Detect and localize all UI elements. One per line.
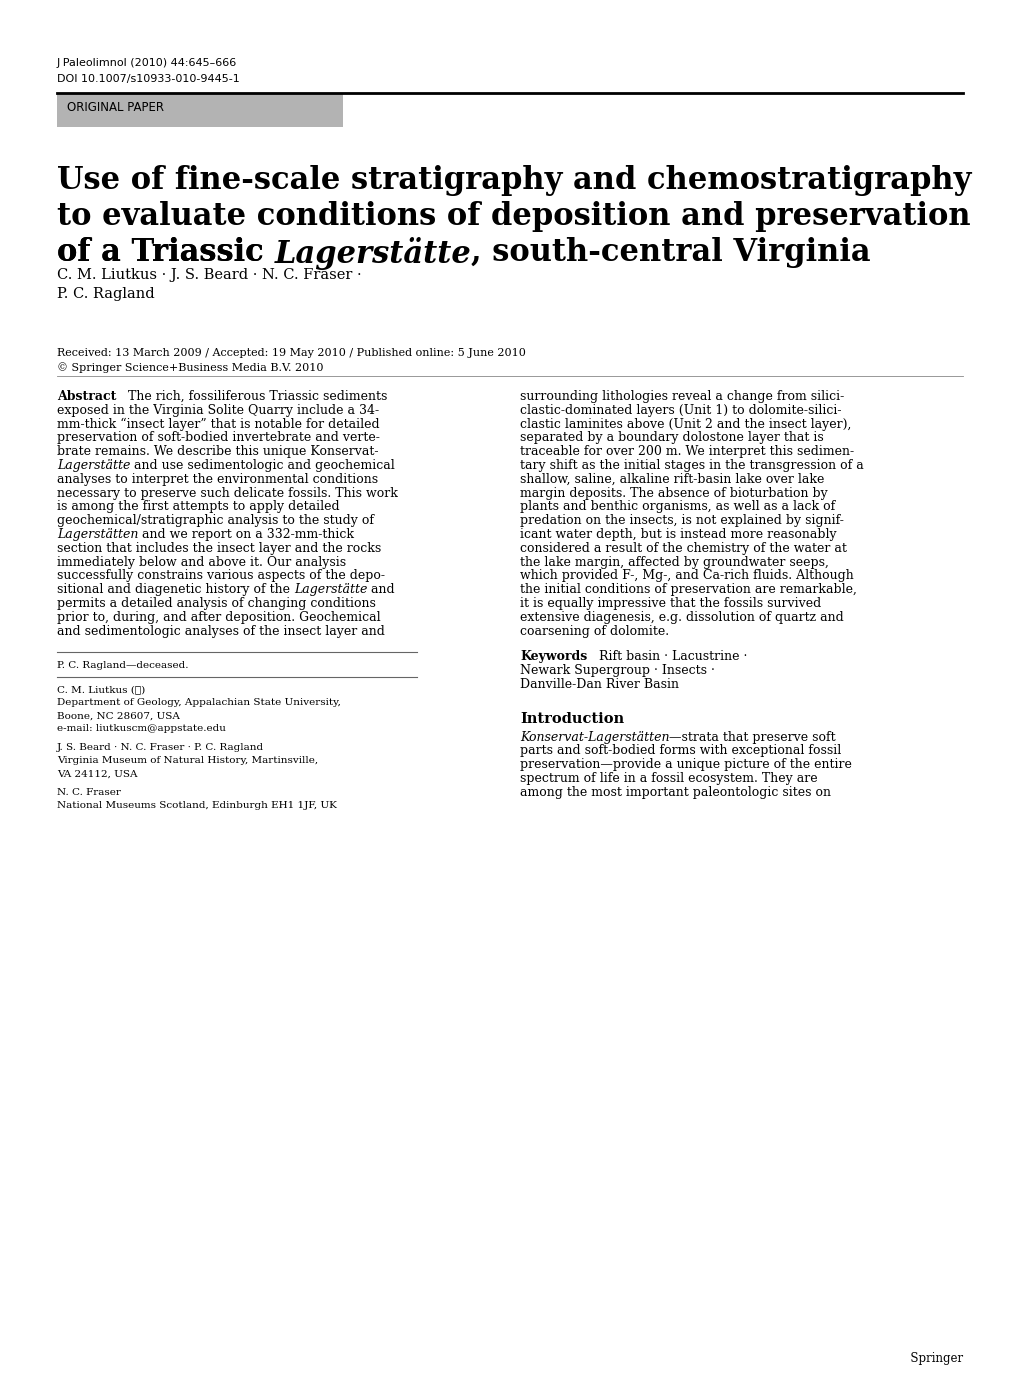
Text: immediately below and above it. Our analysis: immediately below and above it. Our anal…	[57, 555, 345, 569]
Text: clastic-dominated layers (Unit 1) to dolomite-silici-: clastic-dominated layers (Unit 1) to dol…	[520, 404, 841, 416]
Text: and use sedimentologic and geochemical: and use sedimentologic and geochemical	[130, 459, 394, 473]
Text: DOI 10.1007/s10933-010-9445-1: DOI 10.1007/s10933-010-9445-1	[57, 74, 239, 84]
Text: separated by a boundary dolostone layer that is: separated by a boundary dolostone layer …	[520, 431, 823, 444]
Text: Boone, NC 28607, USA: Boone, NC 28607, USA	[57, 712, 179, 720]
Text: exposed in the Virginia Solite Quarry include a 34-: exposed in the Virginia Solite Quarry in…	[57, 404, 379, 416]
Text: permits a detailed analysis of changing conditions: permits a detailed analysis of changing …	[57, 596, 376, 610]
Text: margin deposits. The absence of bioturbation by: margin deposits. The absence of bioturba…	[520, 486, 827, 500]
Text: Newark Supergroup · Insects ·: Newark Supergroup · Insects ·	[520, 664, 714, 677]
Text: of a Triassic: of a Triassic	[57, 236, 274, 268]
Text: analyses to interpret the environmental conditions: analyses to interpret the environmental …	[57, 473, 378, 486]
Text: e-mail: liutkuscm@appstate.edu: e-mail: liutkuscm@appstate.edu	[57, 724, 225, 734]
Text: traceable for over 200 m. We interpret this sedimen-: traceable for over 200 m. We interpret t…	[520, 445, 853, 458]
Text: National Museums Scotland, Edinburgh EH1 1JF, UK: National Museums Scotland, Edinburgh EH1…	[57, 801, 336, 811]
Text: Danville-Dan River Basin: Danville-Dan River Basin	[520, 677, 679, 691]
Text: sitional and diagenetic history of the: sitional and diagenetic history of the	[57, 583, 293, 596]
Text: C. M. Liutkus (✉): C. M. Liutkus (✉)	[57, 686, 145, 694]
Text: extensive diagenesis, e.g. dissolution of quartz and: extensive diagenesis, e.g. dissolution o…	[520, 611, 843, 624]
Text: parts and soft-bodied forms with exceptional fossil: parts and soft-bodied forms with excepti…	[520, 745, 841, 757]
Text: Lagerstätte: Lagerstätte	[274, 236, 471, 271]
Text: —strata that preserve soft: —strata that preserve soft	[668, 731, 836, 743]
Text: spectrum of life in a fossil ecosystem. They are: spectrum of life in a fossil ecosystem. …	[520, 772, 817, 785]
Text: shallow, saline, alkaline rift-basin lake over lake: shallow, saline, alkaline rift-basin lak…	[520, 473, 823, 486]
Text: brate remains. We describe this unique Konservat-: brate remains. We describe this unique K…	[57, 445, 378, 458]
Text: it is equally impressive that the fossils survived: it is equally impressive that the fossil…	[520, 596, 820, 610]
Text: surrounding lithologies reveal a change from silici-: surrounding lithologies reveal a change …	[520, 390, 844, 403]
Text: Virginia Museum of Natural History, Martinsville,: Virginia Museum of Natural History, Mart…	[57, 757, 318, 765]
Text: necessary to preserve such delicate fossils. This work: necessary to preserve such delicate foss…	[57, 486, 397, 500]
Text: to evaluate conditions of deposition and preservation: to evaluate conditions of deposition and…	[57, 201, 970, 232]
Text: among the most important paleontologic sites on: among the most important paleontologic s…	[520, 786, 830, 798]
Text: , south-central Virginia: , south-central Virginia	[471, 236, 870, 268]
Text: Lagerstätten: Lagerstätten	[57, 528, 139, 541]
Text: N. C. Fraser: N. C. Fraser	[57, 789, 121, 797]
Bar	[57, 93, 342, 126]
Text: and sedimentologic analyses of the insect layer and: and sedimentologic analyses of the insec…	[57, 625, 384, 638]
Text: successfully constrains various aspects of the depo-: successfully constrains various aspects …	[57, 569, 384, 583]
Text: Lagerstätte: Lagerstätte	[293, 583, 367, 596]
Text: ORIGINAL PAPER: ORIGINAL PAPER	[67, 102, 164, 114]
Text: prior to, during, and after deposition. Geochemical: prior to, during, and after deposition. …	[57, 611, 380, 624]
Text: J. S. Beard · N. C. Fraser · P. C. Ragland: J. S. Beard · N. C. Fraser · P. C. Ragla…	[57, 743, 264, 753]
Text: plants and benthic organisms, as well as a lack of: plants and benthic organisms, as well as…	[520, 500, 835, 514]
Text: Konservat-Lagerstätten: Konservat-Lagerstätten	[520, 731, 668, 743]
Text: Lagerstätte: Lagerstätte	[57, 459, 130, 473]
Text: section that includes the insect layer and the rocks: section that includes the insect layer a…	[57, 541, 381, 555]
Text: preservation—provide a unique picture of the entire: preservation—provide a unique picture of…	[520, 758, 851, 771]
Text: is among the first attempts to apply detailed: is among the first attempts to apply det…	[57, 500, 339, 514]
Text: geochemical/stratigraphic analysis to the study of: geochemical/stratigraphic analysis to th…	[57, 514, 374, 528]
Text: of a Triassic: of a Triassic	[57, 236, 274, 268]
Text: the lake margin, affected by groundwater seeps,: the lake margin, affected by groundwater…	[520, 555, 828, 569]
Text: which provided F-, Mg-, and Ca-rich fluids. Although: which provided F-, Mg-, and Ca-rich flui…	[520, 569, 853, 583]
Text: and we report on a 332-mm-thick: and we report on a 332-mm-thick	[139, 528, 354, 541]
Text: considered a result of the chemistry of the water at: considered a result of the chemistry of …	[520, 541, 846, 555]
Text: the initial conditions of preservation are remarkable,: the initial conditions of preservation a…	[520, 583, 856, 596]
Text: clastic laminites above (Unit 2 and the insect layer),: clastic laminites above (Unit 2 and the …	[520, 418, 851, 430]
Text: Department of Geology, Appalachian State University,: Department of Geology, Appalachian State…	[57, 698, 340, 708]
Text: predation on the insects, is not explained by signif-: predation on the insects, is not explain…	[520, 514, 843, 528]
Text: P. C. Ragland: P. C. Ragland	[57, 287, 155, 301]
Text: mm-thick “insect layer” that is notable for detailed: mm-thick “insect layer” that is notable …	[57, 418, 379, 431]
Text: and: and	[367, 583, 394, 596]
Text: Use of fine-scale stratigraphy and chemostratigraphy: Use of fine-scale stratigraphy and chemo…	[57, 165, 970, 196]
Text: Received: 13 March 2009 / Accepted: 19 May 2010 / Published online: 5 June 2010: Received: 13 March 2009 / Accepted: 19 M…	[57, 348, 526, 359]
Text: Introduction: Introduction	[520, 712, 624, 725]
Text: P. C. Ragland—deceased.: P. C. Ragland—deceased.	[57, 661, 189, 671]
Text: Keywords: Keywords	[520, 650, 587, 664]
Text: Springer: Springer	[907, 1352, 962, 1364]
Text: J Paleolimnol (2010) 44:645–666: J Paleolimnol (2010) 44:645–666	[57, 58, 237, 67]
Text: The rich, fossiliferous Triassic sediments: The rich, fossiliferous Triassic sedimen…	[116, 390, 387, 403]
Text: tary shift as the initial stages in the transgression of a: tary shift as the initial stages in the …	[520, 459, 863, 473]
Text: VA 24112, USA: VA 24112, USA	[57, 769, 138, 779]
Text: C. M. Liutkus · J. S. Beard · N. C. Fraser ·: C. M. Liutkus · J. S. Beard · N. C. Fras…	[57, 268, 362, 282]
Text: coarsening of dolomite.: coarsening of dolomite.	[520, 625, 668, 638]
Text: icant water depth, but is instead more reasonably: icant water depth, but is instead more r…	[520, 528, 836, 541]
Text: preservation of soft-bodied invertebrate and verte-: preservation of soft-bodied invertebrate…	[57, 431, 379, 444]
Text: Abstract: Abstract	[57, 390, 116, 403]
Text: © Springer Science+Business Media B.V. 2010: © Springer Science+Business Media B.V. 2…	[57, 361, 323, 372]
Text: Rift basin · Lacustrine ·: Rift basin · Lacustrine ·	[587, 650, 747, 664]
